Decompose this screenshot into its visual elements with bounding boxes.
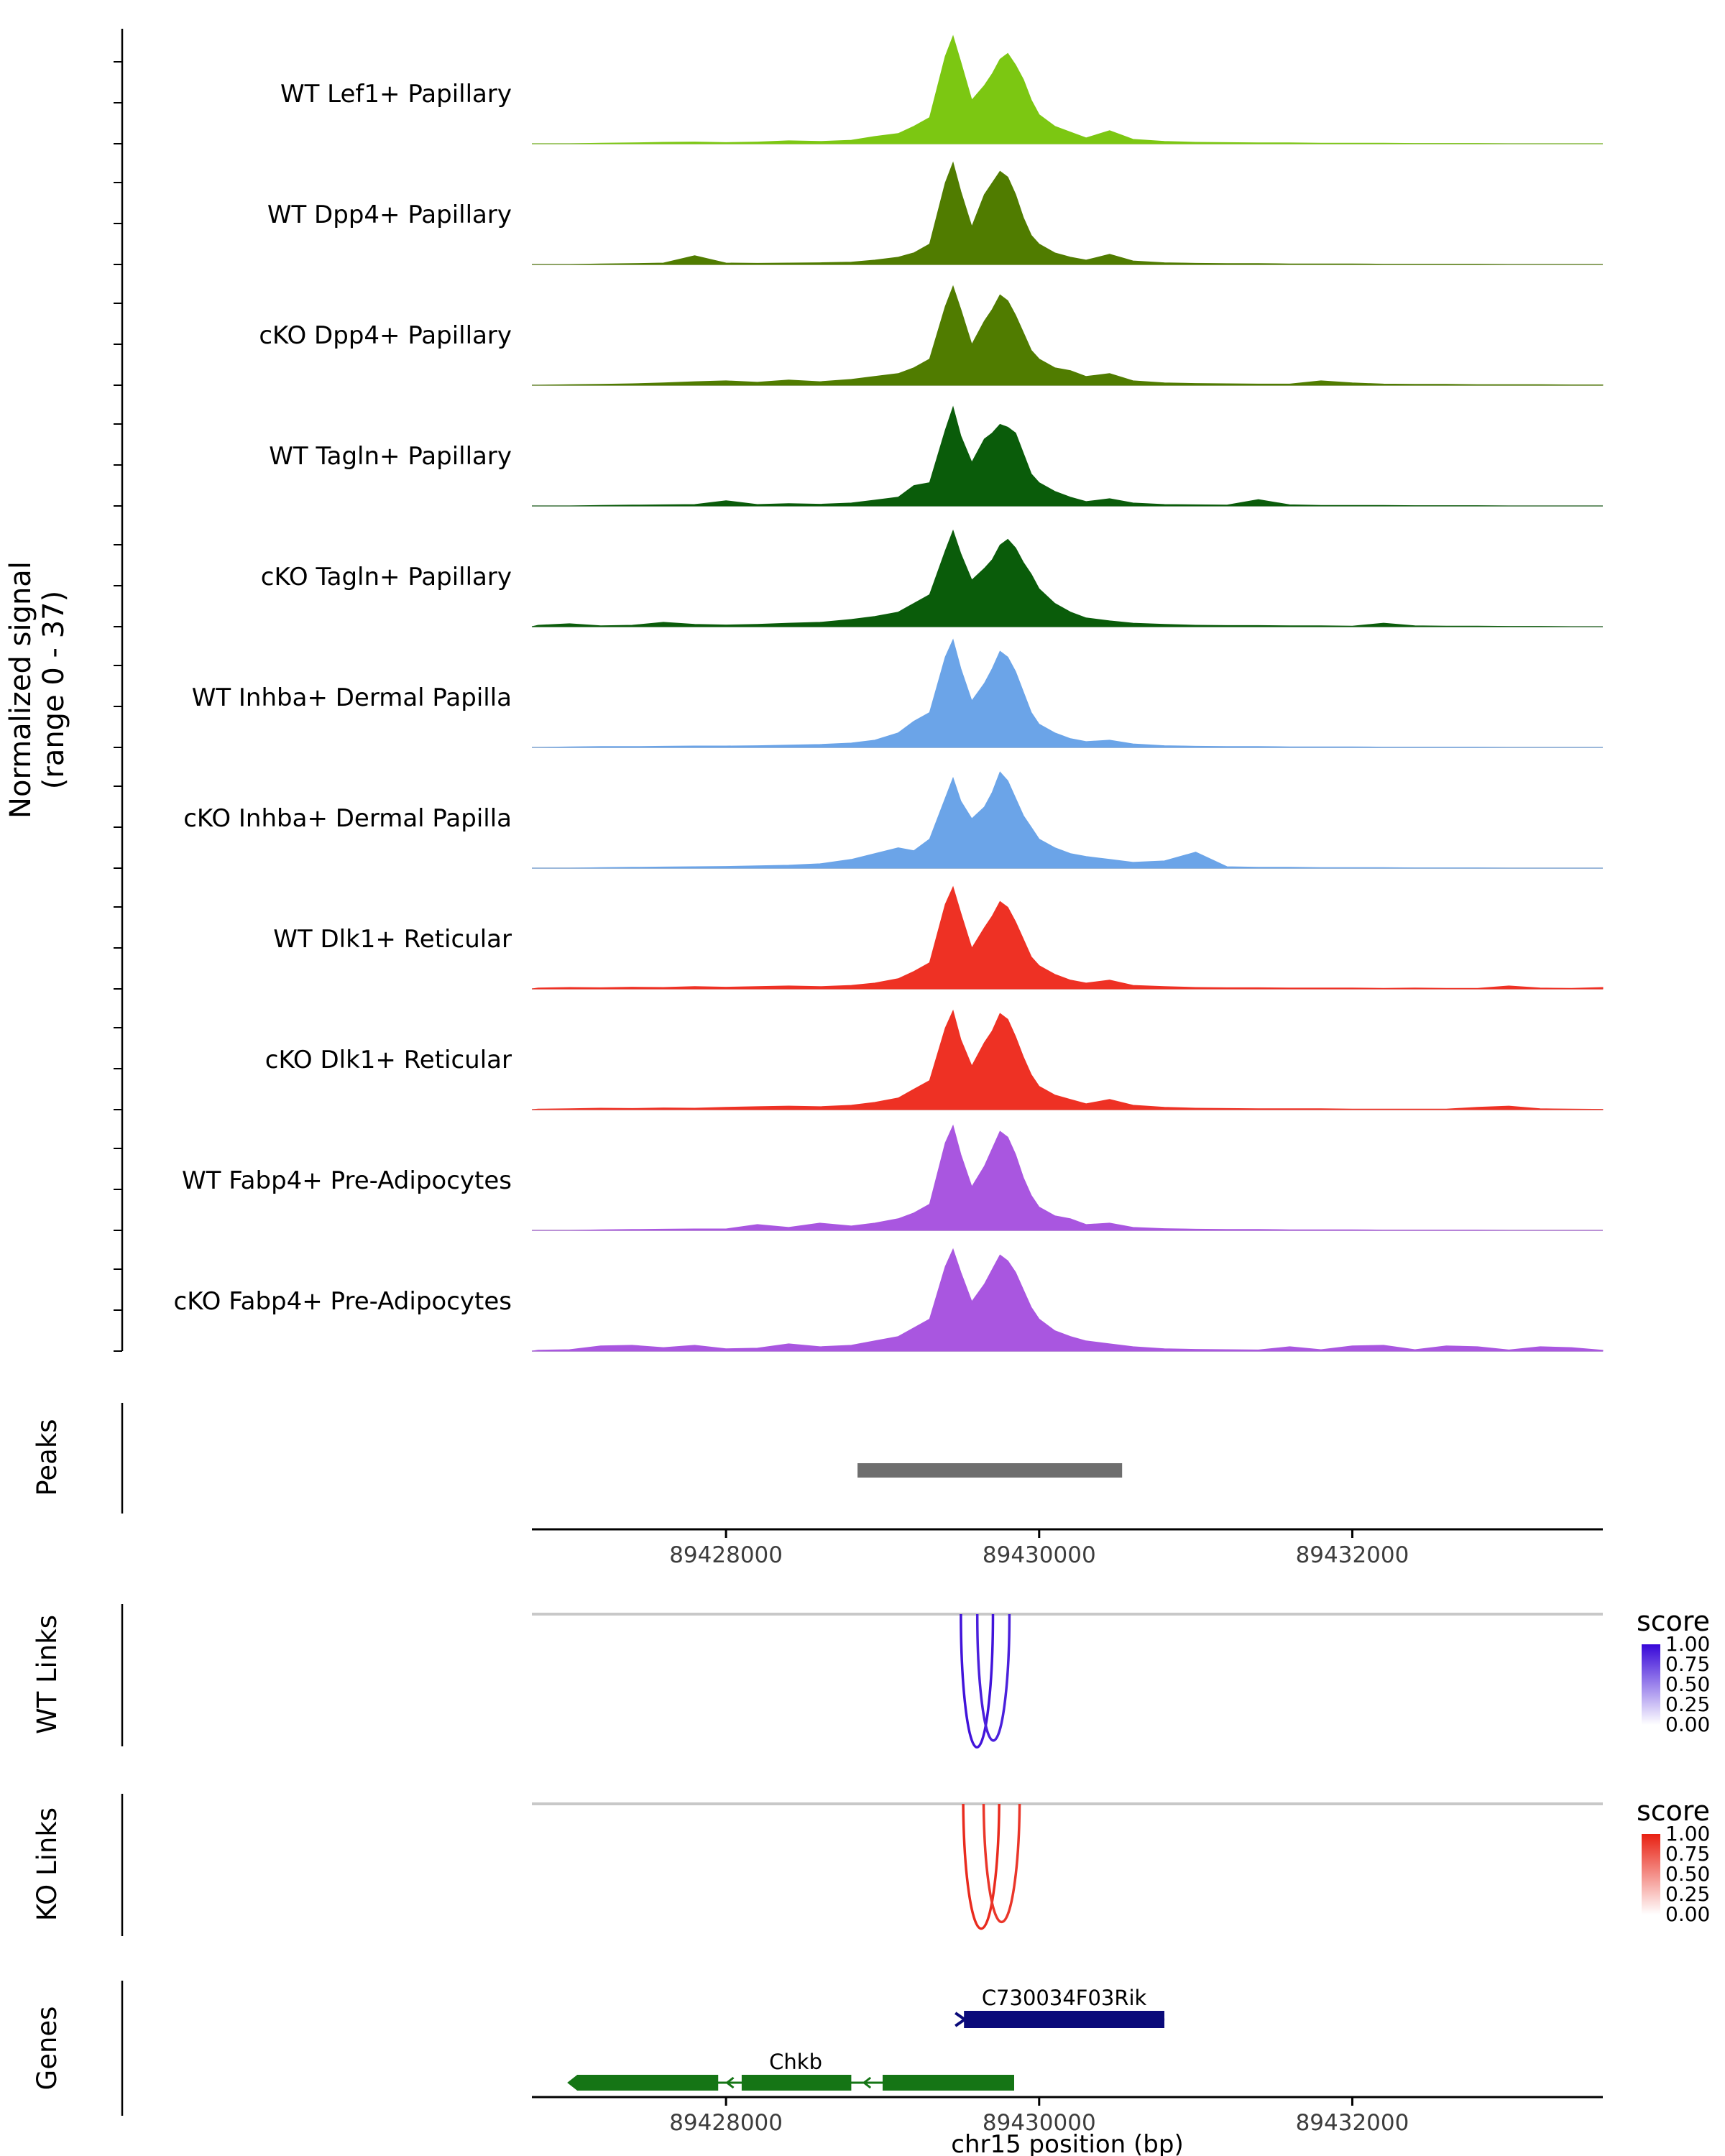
peaks-section-label: Peaks [32, 1419, 63, 1496]
track-label: WT Dlk1+ Reticular [273, 925, 512, 954]
track-label: WT Tagln+ Papillary [269, 442, 512, 471]
legend-tick-label: 0.00 [1665, 1902, 1711, 1926]
track-label: cKO Dpp4+ Papillary [259, 321, 512, 350]
wt-link-arc [960, 1613, 995, 1749]
wt-links-section-label: WT Links [32, 1615, 63, 1734]
wt-links-score-legend: score 1.00 0.75 0.50 0.25 0.00 [1622, 1606, 1725, 1735]
ko-legend-labels: 1.00 0.75 0.50 0.25 0.00 [1665, 1824, 1710, 1925]
legend-tick-label: 0.50 [1665, 1862, 1711, 1886]
signal-area [532, 771, 1603, 869]
x-axis-tick-label: 89432000 [1296, 1542, 1409, 1568]
legend-tick-label: 1.00 [1665, 1632, 1711, 1656]
signal-area [531, 529, 1603, 627]
track-label: cKO Dlk1+ Reticular [265, 1046, 512, 1074]
y-axis-label-line2: (range 0 - 37) [37, 590, 70, 790]
gene-label: C730034F03Rik [982, 1986, 1147, 2010]
ko-legend-title: score [1636, 1795, 1711, 1827]
strand-arrow-icon [725, 2076, 735, 2089]
strand-arrow-icon [954, 2012, 967, 2027]
gene-exon [883, 2075, 1014, 2091]
wt-legend-labels: 1.00 0.75 0.50 0.25 0.00 [1665, 1634, 1710, 1735]
ko-legend-gradient-bar [1642, 1834, 1660, 1915]
track-label: WT Dpp4+ Papillary [267, 201, 512, 229]
wt-legend-title: score [1636, 1606, 1711, 1637]
track-label: cKO Tagln+ Papillary [261, 563, 512, 591]
x-axis-tick-label: 89428000 [669, 1542, 783, 1568]
track-label: WT Lef1+ Papillary [280, 80, 512, 109]
legend-tick-label: 0.75 [1665, 1842, 1711, 1866]
legend-tick-label: 0.25 [1665, 1692, 1711, 1716]
legend-tick-label: 1.00 [1665, 1822, 1711, 1846]
track-label: cKO Fabp4+ Pre-Adipocytes [174, 1287, 512, 1316]
legend-tick-label: 0.50 [1665, 1672, 1711, 1696]
legend-tick-label: 0.25 [1665, 1882, 1711, 1906]
signal-area [532, 285, 1604, 386]
gene-exon [741, 2075, 852, 2091]
ko-links-section-label: KO Links [32, 1807, 63, 1922]
ko-link-arc [962, 1803, 1000, 1930]
wt-legend-gradient-bar [1642, 1644, 1660, 1725]
y-axis-label-line1: Normalized signal [4, 561, 37, 819]
x-axis-title: chr15 position (bp) [951, 2130, 1184, 2156]
x-axis-tick-label: 89430000 [983, 2110, 1096, 2136]
signal-area [532, 1124, 1603, 1231]
x-axis-tick-label: 89428000 [669, 2110, 783, 2136]
x-axis-tick-label: 89432000 [1296, 2110, 1409, 2136]
legend-tick-label: 0.75 [1665, 1652, 1711, 1676]
track-label: WT Inhba+ Dermal Papilla [192, 683, 512, 712]
genes-section-label: Genes [32, 2006, 63, 2091]
signal-area [531, 1009, 1604, 1110]
signal-area [532, 161, 1603, 265]
x-axis-tick-label: 89430000 [983, 1542, 1096, 1568]
legend-tick-label: 0.00 [1665, 1713, 1711, 1736]
gene-exon [567, 2075, 719, 2091]
strand-arrow-icon [862, 2076, 872, 2089]
signal-area [532, 34, 1603, 144]
track-label: cKO Inhba+ Dermal Papilla [183, 804, 512, 833]
ko-links-score-legend: score 1.00 0.75 0.50 0.25 0.00 [1622, 1795, 1725, 1925]
signal-area [531, 885, 1604, 990]
track-label: WT Fabp4+ Pre-Adipocytes [182, 1166, 512, 1195]
signal-area [532, 405, 1603, 507]
signal-area [531, 1248, 1604, 1352]
wt-link-arc [975, 1613, 1011, 1742]
y-axis-label: Normalized signal (range 0 - 37) [4, 561, 70, 819]
signal-area [532, 638, 1603, 748]
gene-label: Chkb [769, 2050, 822, 2074]
peak-bar [857, 1463, 1123, 1478]
gene-exon [964, 2011, 1164, 2028]
ko-link-arc [982, 1803, 1021, 1924]
